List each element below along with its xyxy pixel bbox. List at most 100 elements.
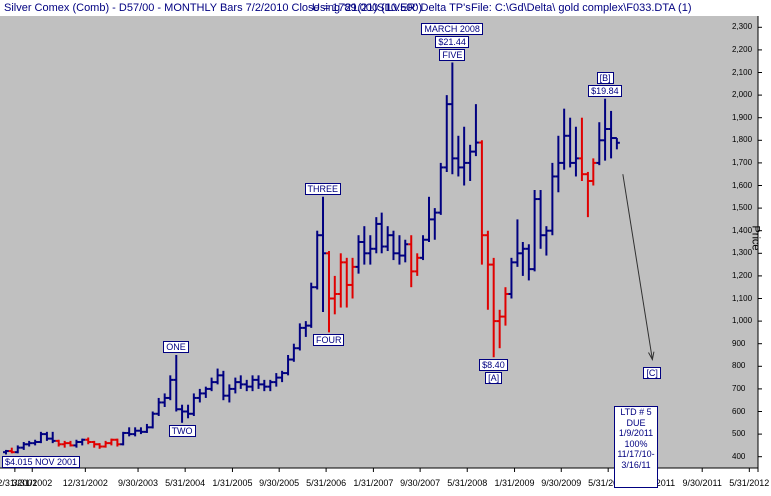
ohlc-bar — [126, 427, 133, 437]
ohlc-bar — [196, 388, 203, 403]
ohlc-bar — [67, 440, 74, 447]
ohlc-bar — [414, 253, 421, 276]
wave-annotation: $19.84 — [588, 84, 622, 97]
y-tick-label: 1,900 — [732, 112, 753, 122]
ohlc-bar — [143, 423, 150, 433]
ohlc-bar — [279, 370, 286, 383]
ohlc-bar — [155, 397, 162, 417]
x-tick-label: 9/30/2003 — [118, 478, 159, 488]
ohlc-bar — [543, 226, 550, 256]
y-tick-label: 1,700 — [732, 157, 753, 167]
ohlc-bar — [455, 135, 462, 177]
ohlc-bar — [120, 431, 127, 446]
ohlc-bar — [132, 427, 139, 437]
y-tick-label: 2,300 — [732, 22, 753, 32]
ohlc-bar — [179, 404, 186, 423]
x-tick-label: 5/31/2012 — [729, 478, 770, 488]
ohlc-bar — [343, 257, 350, 308]
ohlc-bar — [243, 379, 250, 392]
y-tick-label: 600 — [732, 406, 746, 416]
ltd-line: 11/17/10- — [617, 449, 655, 459]
ohlc-bar — [161, 393, 168, 407]
ohlc-bar — [496, 309, 503, 349]
ohlc-bar — [214, 368, 221, 385]
x-tick-label: 3/31/2002 — [12, 478, 53, 488]
ltd-line: 1/9/2011 — [618, 428, 654, 438]
wave-annotation: $21.44 — [435, 35, 469, 48]
ohlc-bar — [361, 226, 368, 265]
ohlc-bar — [490, 257, 497, 358]
ohlc-bar — [185, 404, 192, 419]
wave-annotation: [C] — [643, 367, 661, 380]
ohlc-bar — [167, 375, 174, 401]
y-tick-label: 1,500 — [732, 203, 753, 213]
wave-annotation: ONE — [163, 341, 189, 353]
y-tick-label: 1,600 — [732, 180, 753, 190]
x-tick-label: 5/31/2006 — [306, 478, 347, 488]
wave-annotation: [A] — [485, 372, 503, 385]
ohlc-bar — [561, 108, 568, 170]
ohlc-bar — [461, 126, 468, 186]
ohlc-bar — [273, 373, 280, 387]
ohlc-bar — [555, 135, 562, 193]
ohlc-bar — [402, 239, 409, 263]
ltd-line: LTD # 5 — [620, 407, 652, 417]
ltd-line: DUE — [626, 417, 646, 428]
ohlc-bar — [484, 230, 491, 310]
chart-header-using: Using '21(21)SILVER' Delta TP's — [312, 2, 471, 14]
ohlc-bar — [208, 377, 215, 392]
ohlc-bar — [596, 122, 603, 166]
ohlc-bar — [296, 323, 303, 351]
ohlc-bar — [443, 95, 450, 172]
y-tick-label: 400 — [732, 451, 746, 461]
x-tick-label: 1/31/2005 — [212, 478, 253, 488]
ohlc-bar — [608, 110, 615, 159]
y-tick-label: 2,200 — [732, 44, 753, 54]
ohlc-bar — [472, 104, 479, 157]
y-tick-label: 1,800 — [732, 135, 753, 145]
x-tick-label: 12/31/2001 — [0, 478, 38, 488]
ohlc-bar — [79, 438, 86, 446]
ohlc-bar — [85, 437, 92, 445]
ohlc-bar — [578, 117, 585, 181]
ohlc-bar — [102, 440, 109, 448]
ohlc-bar — [2, 449, 9, 455]
ohlc-bar — [255, 375, 262, 389]
chart-header-title: Silver Comex (Comb) - D57/00 - MONTHLY B… — [4, 2, 423, 14]
ohlc-bar — [8, 447, 15, 454]
y-tick-label: 700 — [732, 383, 746, 393]
ohlc-bar — [314, 230, 321, 290]
plot-background — [0, 16, 758, 468]
ohlc-bar — [437, 162, 444, 215]
ohlc-bar — [49, 431, 56, 444]
ltd-line: 100% — [624, 438, 648, 449]
ohlc-bar — [420, 235, 427, 261]
ohlc-bar — [549, 162, 556, 236]
wave-annotation: $4.015 NOV 2001 — [2, 456, 81, 469]
ohlc-bar — [467, 144, 474, 181]
ohlc-bar — [308, 282, 315, 328]
x-tick-label: 5/31/2010 — [588, 478, 629, 488]
ohlc-bar — [567, 117, 574, 168]
y-tick-label: 1,400 — [732, 225, 753, 235]
ohlc-bar — [237, 375, 244, 389]
projection-arrow-line — [622, 174, 653, 360]
ltd-line: 3/16/11 — [621, 459, 651, 470]
ohlc-bar — [378, 212, 385, 254]
ohlc-bar — [220, 370, 227, 401]
ohlc-bar — [396, 235, 403, 265]
ohlc-bar — [202, 386, 209, 398]
ohlc-bar — [320, 196, 327, 313]
ohlc-bar — [337, 253, 344, 308]
x-tick-label: 9/30/2005 — [259, 478, 300, 488]
x-tick-label: 9/30/2007 — [400, 478, 441, 488]
ohlc-bar — [525, 244, 532, 281]
ohlc-bar — [367, 235, 374, 265]
ohlc-bar — [26, 440, 33, 447]
wave-annotation: $8.40 — [479, 359, 508, 372]
ohlc-bar — [531, 190, 538, 272]
ohlc-bar — [349, 257, 356, 299]
x-tick-label: 9/30/2009 — [541, 478, 582, 488]
ohlc-bar — [449, 62, 456, 175]
